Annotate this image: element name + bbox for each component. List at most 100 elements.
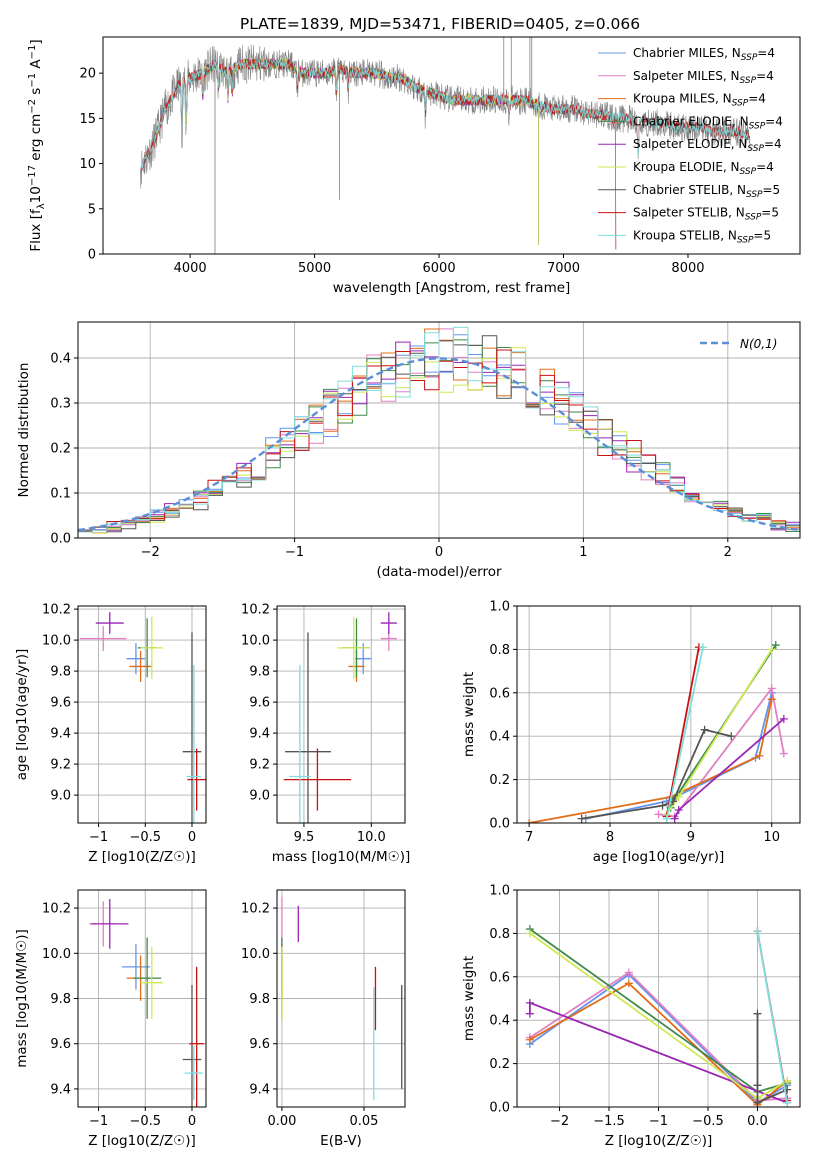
x-tick-label: −2 (141, 545, 160, 560)
y-axis-label: age [log10(age/yr)] (14, 649, 30, 781)
x-tick-label: 10 (763, 830, 780, 845)
x-tick-label: 8000 (671, 261, 704, 276)
y-tick-label: 9.4 (249, 1082, 270, 1097)
x-tick-label: 1 (579, 545, 587, 560)
legend-label-kroupa_stelib: Kroupa STELIB, NSSP=5 (633, 228, 771, 245)
y-tick-label: 9.8 (249, 992, 270, 1007)
legend-text: =4 (748, 92, 766, 106)
x-tick-label: 9 (687, 830, 695, 845)
y-axis-label: mass weight (461, 672, 477, 757)
panel-spectrum: 4000 5000 6000 7000 8000 0 5 10 15 20 wavelength [… (27, 36, 801, 296)
marker-kroupa_elodie (674, 792, 683, 801)
legend-subscript: SSP (732, 99, 749, 109)
plot-area (78, 326, 800, 534)
line-chabrier_stelib (581, 728, 732, 820)
legend-label-chabrier_stelib: Chabrier STELIB, NSSP=5 (633, 183, 780, 200)
model-kroupa_elodie (183, 57, 539, 245)
y-tick-label: 0.1 (50, 487, 71, 502)
y-tick-label: 9.6 (50, 696, 71, 711)
legend-subscript: SSP (740, 167, 757, 177)
legend-text: =4 (757, 46, 775, 60)
marker-kroupa_elodie (767, 645, 776, 654)
line-kroupa_stelib (756, 931, 788, 1103)
y-tick-label: 0.4 (489, 1014, 510, 1029)
y-tick-label: 0.8 (489, 643, 510, 658)
y-tick-label: 0.0 (489, 1101, 510, 1116)
legend-subscript: SSP (746, 190, 763, 200)
x-tick-label: 0.05 (349, 1114, 378, 1129)
x-tick-label: −1 (649, 1114, 668, 1129)
y-tick-label: 1.0 (489, 884, 510, 899)
y-tick-label: 0.6 (489, 686, 510, 701)
panel-massweight_vs_Z: −2 −1.5 −1 −0.5 0.0 0.0 0.2 0.4 0.6 0.8 1.0 Z [log1… (461, 884, 801, 1149)
x-tick-label: 8 (606, 830, 614, 845)
legend-text: Chabrier STELIB, N (633, 183, 746, 197)
y-tick-label: 0.2 (50, 442, 71, 457)
y-tick-label: 10.0 (42, 634, 71, 649)
plot-area (283, 612, 397, 823)
y-tick-label: 9.2 (50, 758, 71, 773)
marker-chabrier_stelib (658, 801, 667, 810)
legend-text: =5 (761, 206, 779, 220)
y-label-part: s (28, 88, 44, 99)
line-salpeter_miles (529, 971, 788, 1102)
y-tick-label: 0.0 (50, 532, 71, 547)
x-tick-label: 7000 (547, 261, 580, 276)
y-tick-label: 10.0 (241, 634, 270, 649)
x-axis-label: Z [log10(Z/Z☉)] (88, 1133, 196, 1149)
marker-chabrier_stelib (753, 1009, 762, 1018)
y-tick-label: 10.0 (241, 947, 270, 962)
y-label-part: A (28, 59, 44, 73)
y-tick-label: 9.0 (249, 789, 270, 804)
y-tick-label: 5 (88, 202, 96, 217)
axes-frame (77, 889, 207, 1108)
x-tick-label: −1 (89, 830, 108, 845)
y-tick-label: 9.8 (249, 665, 270, 680)
plot-area (281, 896, 403, 1101)
y-label-part: erg cm (28, 114, 44, 165)
model-salpeter_elodie (183, 58, 539, 245)
legend-text: =4 (756, 69, 774, 83)
y-tick-label: 20 (79, 67, 96, 82)
legend-text: Salpeter STELIB, N (633, 206, 745, 220)
plot-area (79, 612, 206, 823)
legend-text: Chabrier MILES, N (633, 46, 741, 60)
y-tick-label: 9.6 (249, 1037, 270, 1052)
x-axis-label: E(B-V) (320, 1133, 362, 1149)
y-tick-label: 0.6 (489, 970, 510, 985)
y-axis-label: Flux [fλ10−17 erg cm−2 s−1 A−1] (27, 39, 47, 251)
y-tick-label: 0.0 (489, 817, 510, 832)
marker-chabrier_stelib (577, 814, 586, 823)
axes-frame (276, 605, 406, 824)
panel-mass_vs_Z: −1 −0.5 0 9.4 9.6 9.8 10.0 10.2 Z [log10(Z/Z☉)] m… (14, 889, 207, 1149)
marker-kroupa_stelib (753, 927, 762, 936)
y-tick-label: 1.0 (489, 600, 510, 615)
model-chabrier_elodie (183, 58, 539, 245)
x-tick-label: 0.00 (267, 1114, 296, 1129)
line-chabrier_stelib (756, 1013, 788, 1105)
x-tick-label: 7 (525, 830, 533, 845)
y-label-part: λ (36, 203, 47, 209)
panel-mass_vs_ebv: 0.00 0.05 9.4 9.6 9.8 10.0 10.2 E(B-V) (241, 889, 406, 1149)
y-tick-label: 9.2 (249, 758, 270, 773)
y-tick-label: 10.0 (42, 947, 71, 962)
y-axis-label: Normed distribution (16, 363, 32, 498)
legend-subscript: SSP (740, 76, 757, 86)
y-tick-label: 10.2 (42, 603, 71, 618)
legend-subscript: SSP (741, 53, 758, 63)
x-axis-label: Z [log10(Z/Z☉)] (605, 1133, 713, 1149)
y-label-part: ] (28, 39, 44, 44)
x-axis-label: age [log10(age/yr)] (593, 849, 725, 865)
y-tick-label: 0.2 (489, 773, 510, 788)
panel-residuals: −2 −1 0 1 2 0.0 0.1 0.2 0.3 0.4 (data-model)/error… (16, 321, 801, 580)
line-chabrier_miles (585, 692, 773, 820)
legend-label-salpeter_elodie: Salpeter ELODIE, NSSP=4 (633, 137, 782, 154)
x-tick-label: −0.5 (692, 1114, 724, 1129)
x-tick-label: −1.5 (593, 1114, 625, 1129)
y-tick-label: 0 (88, 248, 96, 263)
marker-salpeter_miles (779, 749, 788, 758)
legend-text: Salpeter ELODIE, N (633, 137, 747, 151)
figure-title: PLATE=1839, MJD=53471, FIBERID=0405, z=0… (240, 15, 640, 33)
y-tick-label: 9.4 (50, 727, 71, 742)
